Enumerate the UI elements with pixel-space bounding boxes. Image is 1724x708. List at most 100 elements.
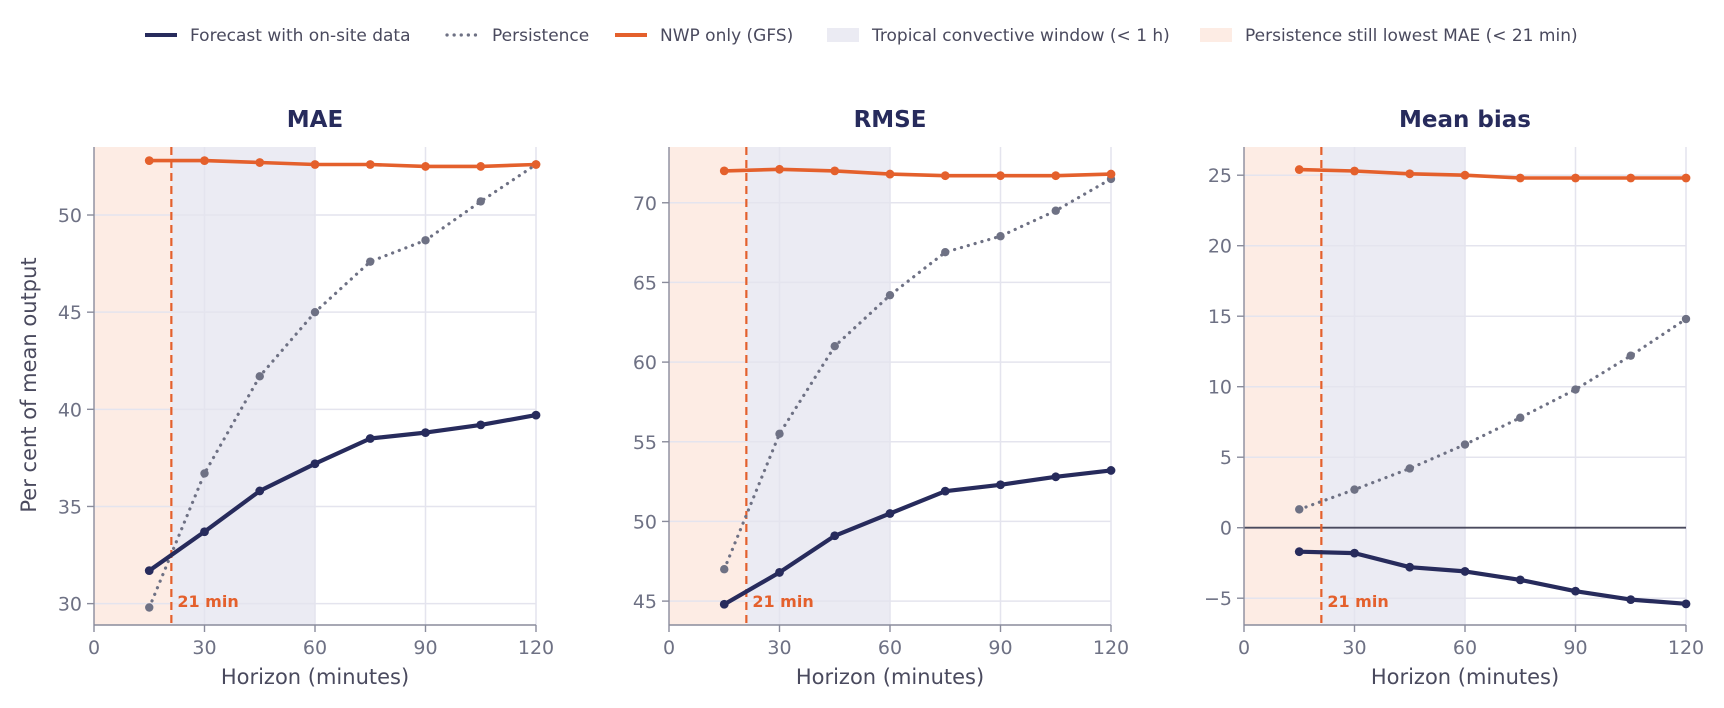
series-line-persistence: [722, 177, 1113, 571]
data-point-persistence: [366, 257, 375, 266]
data-point-forecast: [421, 428, 430, 438]
data-point-persistence: [720, 565, 729, 574]
data-point-forecast: [310, 459, 320, 469]
y-tick-label: 50: [58, 205, 82, 227]
data-point-forecast: [1350, 548, 1359, 558]
data-point-forecast: [1626, 595, 1636, 605]
data-point-persistence: [996, 232, 1005, 241]
y-tick-label: 65: [633, 272, 657, 294]
data-point-forecast: [1460, 567, 1470, 576]
y-tick-label: 30: [58, 594, 82, 616]
y-tick-label: 50: [633, 511, 657, 533]
chart-rmse: 21 min 0 30 60 90 120 45 50 55 60 65 70 RMSE Horizon …: [633, 107, 1129, 689]
x-axis-label: Horizon (minutes): [796, 665, 984, 689]
data-point-nwp: [1626, 173, 1636, 183]
data-point-nwp: [255, 158, 265, 167]
data-point-nwp: [144, 156, 154, 166]
data-point-nwp: [1106, 169, 1116, 179]
data-point-forecast: [1571, 586, 1580, 596]
data-point-forecast: [830, 531, 840, 541]
data-point-nwp: [1405, 169, 1415, 179]
data-point-persistence: [1051, 206, 1060, 215]
x-tick-label: 90: [1563, 637, 1587, 659]
data-point-nwp: [940, 171, 950, 181]
data-point-nwp: [476, 162, 486, 171]
legend-label-persistence: Persistence: [492, 26, 589, 46]
data-point-nwp: [1681, 173, 1691, 183]
y-tick-label: 35: [58, 496, 82, 518]
data-point-nwp: [1460, 170, 1470, 180]
data-point-persistence: [1681, 314, 1691, 324]
data-point-persistence: [1405, 464, 1414, 473]
y-tick-label: −5: [1204, 588, 1232, 610]
data-point-nwp: [531, 160, 541, 169]
data-point-forecast: [365, 434, 375, 443]
data-point-persistence: [1460, 440, 1470, 449]
data-point-persistence: [1626, 351, 1635, 360]
legend-swatch-convective_band: [827, 28, 859, 42]
x-tick-label: 120: [518, 637, 554, 659]
series-line-nwp: [1299, 167, 1686, 180]
data-point-nwp: [830, 166, 840, 176]
data-point-persistence: [830, 341, 839, 351]
data-point-persistence: [476, 197, 485, 206]
y-tick-label: 25: [1208, 165, 1232, 187]
data-point-forecast: [144, 566, 154, 575]
band-persistence_band: [94, 147, 172, 625]
x-tick-label: 90: [413, 637, 437, 659]
annotation-label: 21 min: [177, 592, 238, 611]
x-axis-label: Horizon (minutes): [221, 665, 409, 689]
data-point-forecast: [1681, 599, 1691, 609]
y-tick-label: 55: [633, 432, 657, 454]
legend-label-nwp: NWP only (GFS): [660, 26, 793, 46]
grid: [94, 147, 537, 625]
x-tick-label: 0: [663, 637, 675, 659]
data-point-nwp: [1350, 166, 1359, 176]
series-line-forecast: [1299, 549, 1687, 606]
x-tick-label: 30: [767, 637, 791, 659]
y-axis-label: Per cent of mean output: [17, 257, 41, 512]
x-tick-label: 30: [192, 637, 216, 659]
data-point-nwp: [200, 156, 209, 166]
y-tick-label: 20: [1208, 236, 1232, 258]
series-forecast-with-on-site-data: [1294, 547, 1691, 609]
chart-title: Mean bias: [1399, 107, 1531, 133]
x-axis-label: Horizon (minutes): [1371, 665, 1559, 689]
y-tick-label: 60: [633, 352, 657, 374]
data-point-nwp: [719, 166, 729, 176]
data-point-forecast: [775, 568, 784, 577]
data-point-nwp: [1571, 173, 1580, 183]
y-tick-label: 10: [1208, 377, 1232, 399]
y-tick-label: 15: [1208, 306, 1232, 328]
x-tick-label: 90: [988, 637, 1012, 659]
data-point-forecast: [200, 527, 209, 537]
chart-mae: 21 min 0 30 60 90 120 30 35 40 45 50 MAE Horizon (mi…: [58, 107, 554, 689]
data-point-forecast: [476, 420, 486, 430]
legend: Forecast with on-site data Persistence NWP…: [145, 26, 1578, 46]
data-point-forecast: [255, 486, 265, 496]
data-point-persistence: [1295, 505, 1304, 514]
data-point-forecast: [531, 410, 541, 420]
x-tick-label: 120: [1668, 637, 1704, 659]
chart-title: MAE: [287, 107, 343, 133]
series-line-nwp: [724, 167, 1112, 178]
data-point-persistence: [885, 290, 895, 300]
data-point-persistence: [145, 603, 154, 612]
data-point-forecast: [1106, 466, 1116, 475]
data-point-forecast: [1294, 547, 1304, 557]
data-point-persistence: [421, 236, 430, 245]
x-tick-label: 60: [878, 637, 902, 659]
chart-title: RMSE: [854, 107, 927, 133]
series-persistence: [720, 174, 1116, 574]
legend-item-forecast-with-on-site-data: Forecast with on-site data: [145, 26, 411, 46]
x-tick-label: 0: [88, 637, 100, 659]
data-point-nwp: [1051, 171, 1061, 181]
data-point-nwp: [996, 171, 1005, 181]
chart-mean-bias: 21 min 0 30 60 90 120 −5 0 5 10 15 20 25 Mean bias Hor…: [1204, 107, 1704, 689]
x-tick-label: 60: [303, 637, 327, 659]
grid: [669, 147, 1112, 625]
legend-swatch-persistence_band: [1200, 28, 1232, 42]
legend-item-nwp-only-gfs: NWP only (GFS): [615, 26, 793, 46]
